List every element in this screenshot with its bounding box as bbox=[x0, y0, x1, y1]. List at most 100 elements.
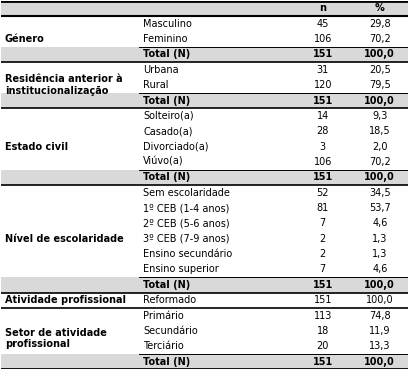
Text: Urbana: Urbana bbox=[144, 65, 179, 75]
Bar bbox=[1, 323, 408, 339]
Text: 34,5: 34,5 bbox=[369, 188, 391, 198]
Text: Masculino: Masculino bbox=[144, 19, 192, 29]
Text: 151: 151 bbox=[312, 172, 333, 182]
Text: Terciário: Terciário bbox=[144, 341, 184, 351]
Text: 11,9: 11,9 bbox=[369, 326, 391, 336]
Text: 18,5: 18,5 bbox=[369, 126, 391, 136]
Text: 45: 45 bbox=[317, 19, 329, 29]
Text: 9,3: 9,3 bbox=[372, 111, 387, 121]
Text: 151: 151 bbox=[313, 295, 332, 305]
Text: 2,0: 2,0 bbox=[372, 142, 387, 152]
Bar bbox=[1, 231, 408, 246]
Text: Total (N): Total (N) bbox=[144, 280, 191, 290]
Text: %: % bbox=[375, 3, 384, 13]
Bar bbox=[1, 108, 408, 124]
Text: 4,6: 4,6 bbox=[372, 265, 387, 275]
Text: n: n bbox=[319, 3, 326, 13]
Text: Nível de escolaridade: Nível de escolaridade bbox=[5, 234, 124, 244]
Text: Ensino secundário: Ensino secundário bbox=[144, 249, 233, 259]
Text: 100,0: 100,0 bbox=[364, 357, 395, 367]
Bar bbox=[1, 139, 408, 154]
Text: 106: 106 bbox=[314, 157, 332, 167]
Text: Total (N): Total (N) bbox=[144, 95, 191, 105]
Text: 14: 14 bbox=[317, 111, 329, 121]
Text: 151: 151 bbox=[312, 95, 333, 105]
Text: 3: 3 bbox=[320, 142, 326, 152]
Text: 53,7: 53,7 bbox=[369, 203, 391, 213]
Text: 13,3: 13,3 bbox=[369, 341, 391, 351]
Text: 100,0: 100,0 bbox=[364, 280, 395, 290]
Text: 1,3: 1,3 bbox=[372, 234, 387, 244]
Text: 74,8: 74,8 bbox=[369, 310, 391, 320]
Text: 2º CEB (5-6 anos): 2º CEB (5-6 anos) bbox=[144, 218, 230, 228]
Bar bbox=[1, 154, 408, 169]
Text: 29,8: 29,8 bbox=[369, 19, 391, 29]
Text: Casado(a): Casado(a) bbox=[144, 126, 193, 136]
Text: 100,0: 100,0 bbox=[366, 295, 393, 305]
Text: 79,5: 79,5 bbox=[369, 80, 391, 90]
Text: 2: 2 bbox=[319, 234, 326, 244]
Text: 1,3: 1,3 bbox=[372, 249, 387, 259]
Text: Sem escolaridade: Sem escolaridade bbox=[144, 188, 230, 198]
Bar bbox=[1, 77, 408, 93]
Bar bbox=[1, 16, 408, 31]
Text: Total (N): Total (N) bbox=[144, 172, 191, 182]
Text: 20,5: 20,5 bbox=[369, 65, 391, 75]
Text: 70,2: 70,2 bbox=[369, 157, 391, 167]
Text: 151: 151 bbox=[312, 50, 333, 60]
Bar bbox=[1, 246, 408, 262]
Text: 151: 151 bbox=[312, 280, 333, 290]
Text: Género: Género bbox=[5, 34, 45, 44]
Text: Secundário: Secundário bbox=[144, 326, 198, 336]
Text: 52: 52 bbox=[317, 188, 329, 198]
Bar bbox=[1, 31, 408, 47]
Bar bbox=[1, 339, 408, 354]
Text: Divorciado(a): Divorciado(a) bbox=[144, 142, 209, 152]
Text: 100,0: 100,0 bbox=[364, 95, 395, 105]
Text: Total (N): Total (N) bbox=[144, 50, 191, 60]
Bar bbox=[1, 169, 408, 185]
Bar bbox=[1, 293, 408, 308]
Text: Reformado: Reformado bbox=[144, 295, 196, 305]
Text: 28: 28 bbox=[317, 126, 329, 136]
Bar bbox=[1, 185, 408, 201]
Bar bbox=[1, 308, 408, 323]
Text: 100,0: 100,0 bbox=[364, 172, 395, 182]
Bar bbox=[1, 62, 408, 77]
Text: 1º CEB (1-4 anos): 1º CEB (1-4 anos) bbox=[144, 203, 230, 213]
Text: Solteiro(a): Solteiro(a) bbox=[144, 111, 194, 121]
Text: 18: 18 bbox=[317, 326, 329, 336]
Text: 81: 81 bbox=[317, 203, 329, 213]
Text: 7: 7 bbox=[319, 265, 326, 275]
Text: 106: 106 bbox=[314, 34, 332, 44]
Text: Setor de atividade
profissional: Setor de atividade profissional bbox=[5, 328, 107, 349]
Text: 120: 120 bbox=[313, 80, 332, 90]
Text: Residência anterior à
institucionalização: Residência anterior à institucionalizaçã… bbox=[5, 74, 122, 96]
Bar bbox=[1, 354, 408, 369]
Text: 20: 20 bbox=[317, 341, 329, 351]
Text: Atividade profissional: Atividade profissional bbox=[5, 295, 126, 305]
Text: 2: 2 bbox=[319, 249, 326, 259]
Text: Total (N): Total (N) bbox=[144, 357, 191, 367]
Text: Viúvo(a): Viúvo(a) bbox=[144, 157, 184, 167]
Text: Primário: Primário bbox=[144, 310, 184, 320]
Text: 151: 151 bbox=[312, 357, 333, 367]
Bar bbox=[1, 201, 408, 216]
Text: 4,6: 4,6 bbox=[372, 218, 387, 228]
Bar bbox=[1, 93, 408, 108]
Text: Rural: Rural bbox=[144, 80, 169, 90]
Text: 100,0: 100,0 bbox=[364, 50, 395, 60]
Text: 7: 7 bbox=[319, 218, 326, 228]
Text: Feminino: Feminino bbox=[144, 34, 188, 44]
Bar bbox=[1, 47, 408, 62]
Bar bbox=[1, 216, 408, 231]
Text: 113: 113 bbox=[314, 310, 332, 320]
Bar bbox=[1, 277, 408, 293]
Bar bbox=[1, 262, 408, 277]
Text: 3º CEB (7-9 anos): 3º CEB (7-9 anos) bbox=[144, 234, 230, 244]
Bar bbox=[1, 124, 408, 139]
Text: 31: 31 bbox=[317, 65, 329, 75]
Text: Estado civil: Estado civil bbox=[5, 142, 68, 152]
Bar bbox=[1, 1, 408, 16]
Text: Ensino superior: Ensino superior bbox=[144, 265, 219, 275]
